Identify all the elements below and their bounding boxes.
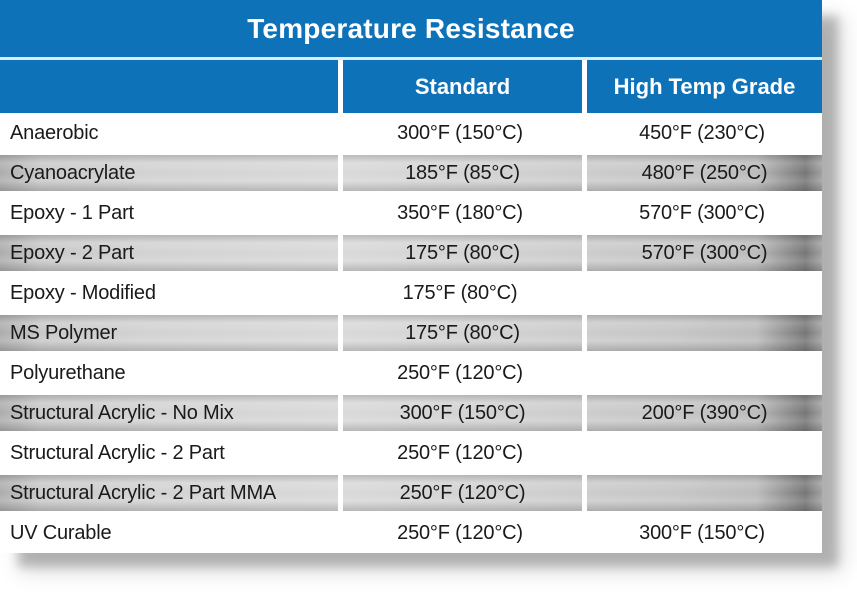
high-temp-grade-cell: 300°F (150°C) (639, 521, 765, 544)
table-header-row: Standard High Temp Grade (0, 60, 822, 113)
adhesive-name-cell: UV Curable (10, 521, 112, 544)
adhesive-name-cell: Structural Acrylic - No Mix (10, 401, 234, 424)
adhesive-name-cell: Cyanoacrylate (10, 161, 136, 184)
standard-temp-cell: 250°F (120°C) (397, 441, 523, 464)
high-temp-grade-cell (582, 273, 822, 313)
header-cell-blank (0, 60, 338, 113)
standard-temp-cell: 250°F (120°C) (397, 361, 523, 384)
high-temp-grade-cell: 570°F (300°C) (582, 235, 822, 271)
table-row: Epoxy - 2 Part 175°F (80°C) 570°F (300°C… (0, 233, 822, 273)
adhesive-name-cell: Structural Acrylic - 2 Part (10, 441, 225, 464)
table-row: Epoxy - Modified 175°F (80°C) (0, 273, 822, 313)
table-body: Anaerobic 300°F (150°C) 450°F (230°C) Cy… (0, 113, 822, 553)
table-row: Anaerobic 300°F (150°C) 450°F (230°C) (0, 113, 822, 153)
high-temp-grade-cell: 480°F (250°C) (582, 155, 822, 191)
high-temp-grade-cell: 450°F (230°C) (639, 121, 765, 144)
header-cell-high-temp-grade: High Temp Grade (582, 60, 822, 113)
high-temp-grade-cell (582, 353, 822, 393)
high-temp-grade-cell (582, 475, 822, 511)
adhesive-name-cell: Structural Acrylic - 2 Part MMA (10, 481, 277, 504)
standard-temp-cell: 350°F (180°C) (397, 201, 523, 224)
standard-temp-cell: 185°F (85°C) (338, 155, 582, 191)
high-temp-grade-cell: 570°F (300°C) (639, 201, 765, 224)
table-row: Epoxy - 1 Part 350°F (180°C) 570°F (300°… (0, 193, 822, 233)
adhesive-name-cell: Polyurethane (10, 361, 126, 384)
table-row: MS Polymer 175°F (80°C) (0, 313, 822, 353)
table-row: Structural Acrylic - 2 Part MMA 250°F (1… (0, 473, 822, 513)
temperature-resistance-table: Temperature Resistance Standard High Tem… (0, 0, 822, 553)
standard-temp-cell: 175°F (80°C) (338, 315, 582, 351)
adhesive-name-cell: Epoxy - 2 Part (10, 241, 134, 264)
table-title: Temperature Resistance (0, 0, 822, 60)
standard-temp-cell: 175°F (80°C) (402, 281, 518, 304)
adhesive-name-cell: Anaerobic (10, 121, 99, 144)
standard-temp-cell: 175°F (80°C) (338, 235, 582, 271)
table-row: Structural Acrylic - No Mix 300°F (150°C… (0, 393, 822, 433)
table-row: UV Curable 250°F (120°C) 300°F (150°C) (0, 513, 822, 553)
table-row: Structural Acrylic - 2 Part 250°F (120°C… (0, 433, 822, 473)
adhesive-name-cell: Epoxy - 1 Part (10, 201, 134, 224)
header-cell-standard: Standard (338, 60, 582, 113)
high-temp-grade-cell (582, 315, 822, 351)
table-row: Cyanoacrylate 185°F (85°C) 480°F (250°C) (0, 153, 822, 193)
standard-temp-cell: 300°F (150°C) (397, 121, 523, 144)
adhesive-name-cell: Epoxy - Modified (10, 281, 156, 304)
high-temp-grade-cell (582, 433, 822, 473)
standard-temp-cell: 250°F (120°C) (338, 475, 582, 511)
standard-temp-cell: 300°F (150°C) (338, 395, 582, 431)
standard-temp-cell: 250°F (120°C) (397, 521, 523, 544)
high-temp-grade-cell: 200°F (390°C) (582, 395, 822, 431)
table-row: Polyurethane 250°F (120°C) (0, 353, 822, 393)
adhesive-name-cell: MS Polymer (10, 321, 117, 344)
